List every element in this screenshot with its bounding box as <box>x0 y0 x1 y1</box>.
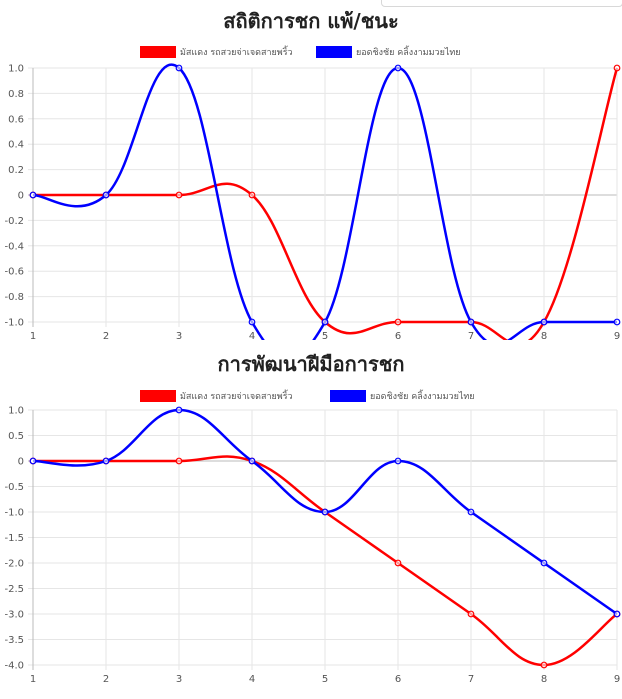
chart-2-title: การพัฒนาฝีมือการชก <box>217 352 405 376</box>
x-tick-label: 5 <box>322 331 328 340</box>
data-point[interactable] <box>248 457 256 465</box>
legend-swatch <box>330 390 366 402</box>
data-point[interactable] <box>613 318 621 326</box>
data-point[interactable] <box>175 191 183 199</box>
data-point[interactable] <box>467 318 475 326</box>
x-tick-label: 2 <box>103 331 109 340</box>
data-point[interactable] <box>613 610 621 618</box>
data-point[interactable] <box>321 318 329 326</box>
y-tick-label: 0 <box>18 191 24 202</box>
x-tick-label: 6 <box>395 331 401 340</box>
legend-item[interactable]: มัสแดง รถสวยจ่าเจดสายพริ้ว <box>140 389 293 402</box>
data-point[interactable] <box>394 318 402 326</box>
grid <box>28 67 618 327</box>
x-tick-label: 1 <box>30 331 36 340</box>
x-tick-label: 8 <box>541 331 547 340</box>
data-point[interactable] <box>540 318 548 326</box>
legend-label: ยอดชิงชัย คลิ้งงามมวยไทย <box>356 45 461 58</box>
legend-item[interactable]: ยอดชิงชัย คลิ้งงามมวยไทย <box>330 389 475 402</box>
legend-label: มัสแดง รถสวยจ่าเจดสายพริ้ว <box>180 45 293 58</box>
y-tick-label: -0.5 <box>4 482 24 493</box>
y-tick-label: -1.5 <box>4 533 24 544</box>
y-tick-label: 0 <box>18 457 24 468</box>
y-tick-label: -3.0 <box>4 610 24 621</box>
x-tick-label: 3 <box>176 331 182 340</box>
data-point[interactable] <box>394 559 402 567</box>
y-tick-label: -0.2 <box>4 216 24 227</box>
legend-label: ยอดชิงชัย คลิ้งงามมวยไทย <box>370 389 475 402</box>
data-point[interactable] <box>467 610 475 618</box>
x-tick-label: 2 <box>103 674 109 685</box>
y-tick-label: 0.4 <box>8 140 24 151</box>
y-tick-label: 0.5 <box>8 431 24 442</box>
data-point[interactable] <box>540 661 548 669</box>
series-line <box>33 67 619 340</box>
chart-1-title: สถิติการชก แพ้/ชนะ <box>223 9 399 33</box>
y-tick-label: -0.8 <box>4 292 24 303</box>
series-2 <box>29 406 621 618</box>
legend-swatch <box>140 390 176 402</box>
data-point[interactable] <box>613 64 621 72</box>
legend-item[interactable]: มัสแดง รถสวยจ่าเจดสายพริ้ว <box>140 45 293 58</box>
y-tick-label: 1.0 <box>8 64 24 75</box>
y-tick-label: 1.0 <box>8 406 24 417</box>
series-line <box>32 455 618 667</box>
y-tick-label: 0.8 <box>8 89 24 100</box>
legend-label: มัสแดง รถสวยจ่าเจดสายพริ้ว <box>180 389 293 402</box>
data-point[interactable] <box>248 191 256 199</box>
chart-1: มัสแดง รถสวยจ่าเจดสายพริ้ว ยอดชิงชัย คลิ้… <box>4 45 621 340</box>
data-point[interactable] <box>394 64 402 72</box>
y-tick-label: -1.0 <box>4 318 24 329</box>
x-tick-label: 8 <box>541 674 547 685</box>
y-tick-label: -1.0 <box>4 508 24 519</box>
y-tick-label: -2.0 <box>4 559 24 570</box>
legend: มัสแดง รถสวยจ่าเจดสายพริ้ว ยอดชิงชัย คลิ้… <box>140 389 475 402</box>
data-point[interactable] <box>175 64 183 72</box>
y-tick-label: 0.2 <box>8 165 24 176</box>
data-point[interactable] <box>248 318 256 326</box>
chart-2: มัสแดง รถสวยจ่าเจดสายพริ้ว ยอดชิงชัย คลิ้… <box>4 389 621 685</box>
data-point[interactable] <box>467 508 475 516</box>
x-tick-label: 7 <box>468 331 474 340</box>
data-point[interactable] <box>175 457 183 465</box>
y-tick-label: -3.5 <box>4 635 24 646</box>
x-tick-label: 9 <box>614 331 620 340</box>
data-point[interactable] <box>175 406 183 414</box>
grid <box>28 409 618 670</box>
x-tick-label: 1 <box>30 674 36 685</box>
x-tick-label: 9 <box>614 674 620 685</box>
data-point[interactable] <box>29 457 37 465</box>
data-point[interactable] <box>394 457 402 465</box>
y-tick-label: -0.4 <box>4 241 24 252</box>
data-point[interactable] <box>29 191 37 199</box>
y-tick-label: 0.6 <box>8 114 24 125</box>
data-point[interactable] <box>321 508 329 516</box>
legend-swatch <box>316 46 352 58</box>
x-tick-label: 4 <box>249 331 255 340</box>
x-tick-label: 5 <box>322 674 328 685</box>
legend-item[interactable]: ยอดชิงชัย คลิ้งงามมวยไทย <box>316 45 461 58</box>
x-tick-label: 7 <box>468 674 474 685</box>
data-point[interactable] <box>102 457 110 465</box>
y-tick-label: -2.5 <box>4 584 24 595</box>
y-tick-label: -0.6 <box>4 267 24 278</box>
x-tick-label: 3 <box>176 674 182 685</box>
y-tick-label: -4.0 <box>4 661 24 672</box>
x-tick-label: 6 <box>395 674 401 685</box>
legend: มัสแดง รถสวยจ่าเจดสายพริ้ว ยอดชิงชัย คลิ้… <box>140 45 461 58</box>
search-box[interactable] <box>381 0 622 7</box>
series-2 <box>29 63 621 340</box>
legend-swatch <box>140 46 176 58</box>
x-tick-label: 4 <box>249 674 255 685</box>
data-point[interactable] <box>102 191 110 199</box>
data-point[interactable] <box>540 559 548 567</box>
series-line <box>32 63 617 340</box>
